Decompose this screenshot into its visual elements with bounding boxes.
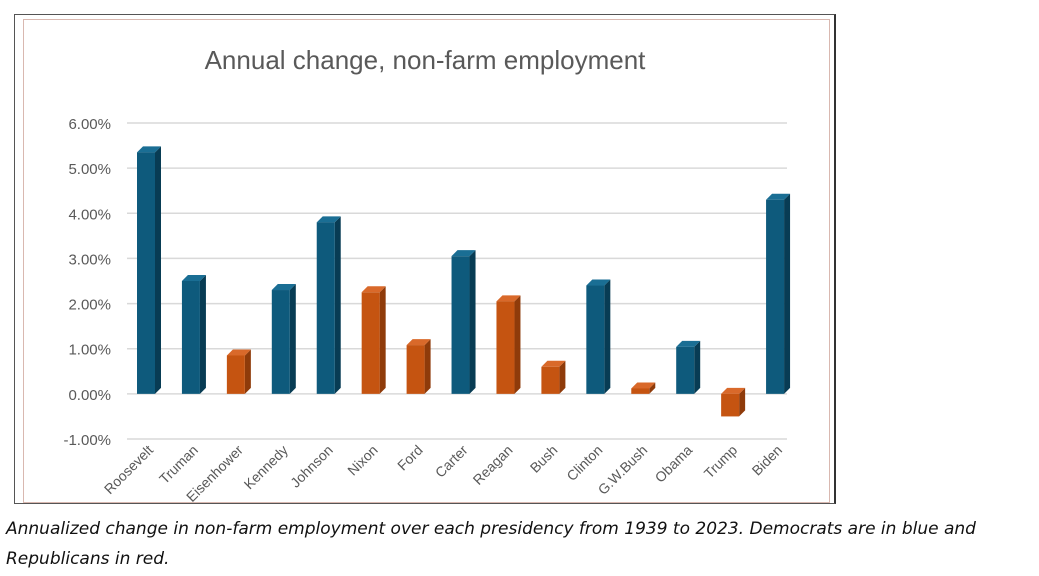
y-tick-label: 5.00% xyxy=(68,161,111,178)
bar-side xyxy=(289,284,296,394)
bar-top xyxy=(766,193,791,200)
x-tick-label: Nixon xyxy=(344,442,381,479)
bar-side xyxy=(379,286,386,394)
bar-truman xyxy=(181,275,206,394)
bar-front xyxy=(676,346,695,394)
y-tick-label: 2.00% xyxy=(68,297,111,314)
bar-front xyxy=(451,256,470,394)
bar-top xyxy=(226,349,251,356)
bar-top xyxy=(541,360,566,367)
bar-top xyxy=(271,284,296,291)
bar-side xyxy=(244,349,251,394)
bar-nixon xyxy=(361,286,386,394)
bar-biden xyxy=(766,193,791,394)
bar-side xyxy=(469,250,476,394)
bar-top xyxy=(676,340,701,347)
bar-side xyxy=(155,146,161,394)
y-tick-label: 4.00% xyxy=(68,206,111,223)
bar-side xyxy=(514,295,521,394)
bar-top xyxy=(721,387,746,394)
gridlines xyxy=(127,122,787,440)
x-tick-label: Johnson xyxy=(287,442,336,491)
bar-front xyxy=(496,301,515,394)
bar-front xyxy=(226,355,245,394)
bar-front xyxy=(271,290,290,394)
x-tick-label: Bush xyxy=(527,442,561,476)
bar-side xyxy=(784,193,791,394)
bar-top xyxy=(586,279,611,286)
bar-bush xyxy=(541,360,566,394)
x-tick-label: Roosevelt xyxy=(101,442,156,497)
bar-front xyxy=(361,292,380,394)
bar-front xyxy=(316,222,335,394)
bar-top xyxy=(631,382,656,389)
x-tick-label: Truman xyxy=(156,442,201,487)
bar-eisenhower xyxy=(226,349,251,394)
bar-top xyxy=(137,146,161,153)
bar-side xyxy=(334,216,341,394)
x-tick-label: Carter xyxy=(432,442,471,481)
bar-reagan xyxy=(496,295,521,394)
bar-side xyxy=(424,339,431,394)
bar-front xyxy=(181,281,200,394)
bar-top xyxy=(496,295,521,302)
bar-top xyxy=(181,275,206,281)
y-tick-label: -1.00% xyxy=(63,432,111,449)
x-tick-label: Obama xyxy=(652,442,696,486)
bar-top xyxy=(361,286,386,293)
bar-front xyxy=(586,285,605,394)
bar-side xyxy=(739,387,746,417)
x-tick-label: Ford xyxy=(394,442,426,474)
bar-side xyxy=(604,279,611,394)
x-tick-label: Kennedy xyxy=(241,442,291,492)
bar-carter xyxy=(451,250,476,394)
y-tick-label: 3.00% xyxy=(68,251,111,268)
bar-top xyxy=(406,339,431,346)
bar-front xyxy=(766,199,785,394)
y-tick-label: 0.00% xyxy=(68,387,111,404)
bar-obama xyxy=(676,340,701,394)
bar-front xyxy=(406,345,425,394)
chart-frame: 6.00% 5.00% 4.00% 3.00% 2.00% 1.00% 0.00% -1.00… xyxy=(14,14,836,504)
x-tick-label: Trump xyxy=(701,442,741,482)
bar-chart: 6.00% 5.00% 4.00% 3.00% 2.00% 1.00% 0.00% -1.00… xyxy=(63,45,791,503)
bars xyxy=(137,146,791,417)
bar-top xyxy=(316,216,341,223)
bar-clinton xyxy=(586,279,611,394)
bar-side xyxy=(649,382,656,394)
bar-trump xyxy=(721,387,746,417)
bar-front xyxy=(631,388,650,394)
x-tick-label: Clinton xyxy=(563,442,605,484)
bar-side xyxy=(199,275,206,394)
chart-area-border xyxy=(23,19,830,503)
bar-gwbush xyxy=(631,382,656,394)
chart-title: Annual change, non-farm employment xyxy=(205,45,647,75)
y-axis-labels: 6.00% 5.00% 4.00% 3.00% 2.00% 1.00% 0.00% -1.00… xyxy=(63,116,111,449)
y-tick-label: 6.00% xyxy=(68,116,111,133)
figure-caption: Annualized change in non-farm employment… xyxy=(6,519,976,569)
bar-side xyxy=(559,360,566,394)
bar-roosevelt xyxy=(137,146,161,394)
x-tick-label: Biden xyxy=(749,442,786,479)
bar-johnson xyxy=(316,216,341,394)
bar-front xyxy=(541,366,560,394)
bar-top xyxy=(451,250,476,257)
bar-front xyxy=(721,393,740,417)
x-tick-label: Reagan xyxy=(470,442,516,488)
bar-ford xyxy=(406,339,431,394)
y-tick-label: 1.00% xyxy=(68,342,111,359)
bar-kennedy xyxy=(271,284,296,394)
bar-front xyxy=(137,152,155,394)
x-tick-label: G.W.Bush xyxy=(595,442,651,498)
bar-side xyxy=(694,340,701,394)
